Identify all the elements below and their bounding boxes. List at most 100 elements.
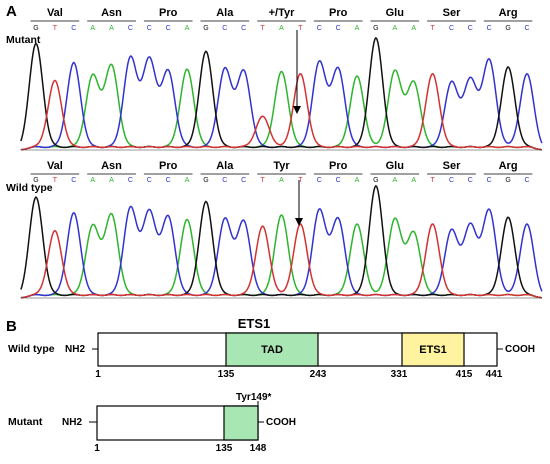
- mutant-base-3: A: [90, 25, 95, 32]
- wildtype-base-13: A: [279, 177, 284, 184]
- wildtype-trace-A: [20, 212, 542, 299]
- tad-domain-label: TAD: [261, 344, 283, 356]
- mutant-base-2: C: [71, 25, 76, 32]
- wildtype-base-22: C: [449, 177, 454, 184]
- panel-b-label: B: [6, 318, 17, 335]
- wildtype-codon-7: Ser: [443, 160, 461, 172]
- wildtype-base-25: G: [505, 177, 510, 184]
- mutant-codon-labels: Val Asn Pro Ala +/Tyr Pro Glu Ser Arg: [30, 7, 533, 22]
- mutant-codon-0: Val: [47, 7, 63, 19]
- mutant-cooh: COOH: [266, 417, 296, 428]
- mutant-codon-7: Ser: [443, 7, 461, 19]
- wildtype-base-6: C: [147, 177, 152, 184]
- wildtype-base-11: C: [241, 177, 246, 184]
- wt-pos-243: 243: [310, 369, 327, 380]
- wildtype-base-10: C: [222, 177, 227, 184]
- mutant-label: Mutant: [6, 34, 41, 46]
- mutant-base-24: C: [487, 25, 492, 32]
- mutant-base-5: C: [128, 25, 133, 32]
- wildtype-codon-1: Asn: [101, 160, 122, 172]
- mutant-codon-5: Pro: [329, 7, 348, 19]
- wt-pos-135: 135: [218, 369, 235, 380]
- mutant-trace-C: [20, 55, 543, 151]
- wildtype-base-8: A: [185, 177, 190, 184]
- mutant-codon-1: Asn: [101, 7, 122, 19]
- mutant-chromatogram: [20, 36, 543, 151]
- wildtype-codon-2: Pro: [159, 160, 178, 172]
- mutant-base-25: G: [505, 25, 510, 32]
- mutant-base-16: C: [336, 25, 341, 32]
- wildtype-base-5: C: [128, 177, 133, 184]
- wildtype-codon-0: Val: [47, 160, 63, 172]
- wildtype-codon-3: Ala: [216, 160, 234, 172]
- wildtype-protein: Wild type NH2 TAD ETS1 COOH 1 135 243 33…: [8, 332, 535, 380]
- mutant-base-0: G: [33, 25, 38, 32]
- wildtype-base-3: A: [90, 177, 95, 184]
- wildtype-base-2: C: [71, 177, 76, 184]
- wildtype-base-4: A: [109, 177, 114, 184]
- wildtype-base-23: C: [468, 177, 473, 184]
- wildtype-base-16: C: [336, 177, 341, 184]
- mutant-protein-label: Mutant: [8, 416, 43, 428]
- mutant-base-26: C: [524, 25, 529, 32]
- mutant-base-8: A: [185, 25, 190, 32]
- wildtype-cooh: COOH: [505, 344, 535, 355]
- wildtype-arrow-head: [295, 218, 303, 226]
- wildtype-base-19: A: [392, 177, 397, 184]
- mutant-tad-fragment: [223, 405, 259, 441]
- mutant-nh2: NH2: [62, 417, 82, 428]
- ets-domain-label: ETS1: [419, 344, 447, 356]
- mutant-codon-6: Glu: [386, 7, 404, 19]
- mutant-trace-T: [20, 72, 542, 151]
- wildtype-base-15: C: [317, 177, 322, 184]
- mutation-label: Tyr149*: [236, 392, 272, 403]
- wt-pos-415: 415: [456, 369, 473, 380]
- mutant-trace-A: [20, 63, 542, 151]
- mutant-base-20: A: [411, 25, 416, 32]
- mutant-base-14: T: [298, 25, 303, 32]
- mutant-arrow-head: [293, 106, 301, 114]
- mutant-base-7: C: [166, 25, 171, 32]
- wildtype-base-26: C: [524, 177, 529, 184]
- mutant-protein: Mutant NH2 COOH Tyr149* 1 135 148: [8, 392, 296, 454]
- mutant-base-17: A: [355, 25, 360, 32]
- mutant-codon-8: Arg: [499, 7, 518, 19]
- wt-pos-331: 331: [391, 369, 408, 380]
- mutant-base-1: T: [53, 25, 58, 32]
- mutant-track: Val Asn Pro Ala +/Tyr Pro Glu Ser Arg G T C A A C C C A G…: [6, 7, 543, 151]
- mutant-base-9: G: [203, 25, 208, 32]
- mutant-base-6: C: [147, 25, 152, 32]
- wildtype-protein-label: Wild type: [8, 343, 55, 355]
- wildtype-codon-5: Pro: [329, 160, 348, 172]
- mutant-base-13: A: [279, 25, 284, 32]
- wildtype-codon-6: Glu: [386, 160, 404, 172]
- protein-title: ETS1: [238, 316, 271, 331]
- mutant-base-12: T: [260, 25, 265, 32]
- mutant-base-22: C: [449, 25, 454, 32]
- tad-domain: [225, 332, 319, 367]
- wildtype-track: Val Asn Pro Ala Tyr Pro Glu Ser Arg G T C A A C C C A G C C…: [6, 160, 543, 299]
- wildtype-base-18: G: [373, 177, 378, 184]
- wildtype-base-17: A: [355, 177, 360, 184]
- wildtype-base-24: C: [487, 177, 492, 184]
- mutant-base-11: C: [241, 25, 246, 32]
- mutant-codon-2: Pro: [159, 7, 178, 19]
- mutant-base-10: C: [222, 25, 227, 32]
- mutant-codon-3: Ala: [216, 7, 234, 19]
- wildtype-base-12: T: [260, 177, 265, 184]
- wildtype-trace-C: [20, 205, 543, 299]
- wildtype-trace-T: [20, 223, 542, 299]
- wildtype-codon-8: Arg: [499, 160, 518, 172]
- wildtype-base-9: G: [203, 177, 208, 184]
- wildtype-codon-4: Tyr: [273, 160, 290, 172]
- wildtype-base-0: G: [33, 177, 38, 184]
- wildtype-base-1: T: [53, 177, 58, 184]
- mutant-base-21: T: [430, 25, 435, 32]
- panel-a-label: A: [6, 3, 17, 20]
- mutant-base-23: C: [468, 25, 473, 32]
- mut-pos-1: 1: [94, 443, 100, 454]
- ets-domain: [401, 332, 465, 367]
- wildtype-nh2: NH2: [65, 344, 85, 355]
